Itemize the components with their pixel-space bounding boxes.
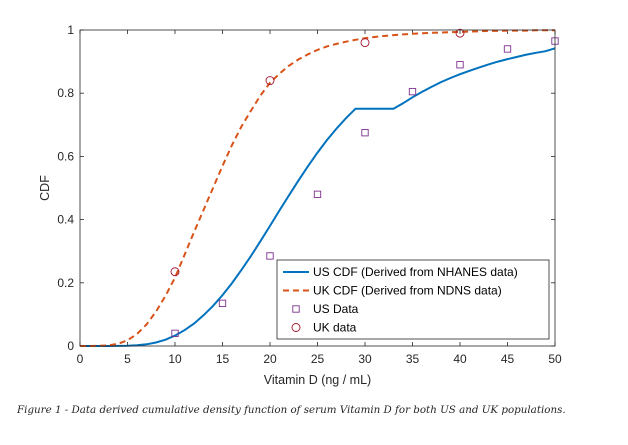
y-tick-label: 1 — [67, 23, 74, 37]
uk-data-point — [265, 76, 275, 86]
y-tick-label: 0.4 — [57, 213, 74, 227]
y-tick-label: 0 — [67, 339, 74, 353]
x-tick-label: 35 — [406, 352, 420, 366]
y-tick-label: 0.2 — [57, 276, 74, 290]
us-data-point — [361, 129, 369, 137]
x-tick-label: 5 — [124, 352, 131, 366]
legend-square-marker — [292, 305, 300, 313]
legend-label: US Data — [313, 302, 359, 316]
us-data-point — [313, 190, 322, 198]
us-data-point — [503, 45, 512, 53]
us-data-point — [456, 61, 464, 69]
figure-caption: Figure 1 - Data derived cumulative densi… — [17, 404, 566, 416]
uk-data-point — [170, 267, 180, 277]
us-data-point — [218, 299, 227, 307]
x-tick-label: 40 — [453, 352, 467, 366]
y-axis-label: CDF — [38, 175, 52, 201]
cdf-chart: 0 5 10 15 20 25 30 35 40 45 50 0 0.2 0.4 0.6 0.8 1 Vita… — [38, 23, 562, 387]
x-tick-label: 10 — [168, 352, 182, 366]
x-tick-label: 0 — [77, 352, 84, 366]
legend: US CDF (Derived from NHANES data) UK CDF … — [276, 259, 550, 340]
x-tick-label: 30 — [358, 352, 372, 366]
legend-label: UK CDF (Derived from NDNS data) — [313, 284, 502, 298]
x-axis-label: Vitamin D (ng / mL) — [264, 373, 371, 387]
y-tick-label: 0.8 — [57, 86, 74, 100]
uk-cdf-line — [80, 29, 555, 347]
x-axis-ticks: 0 5 10 15 20 25 30 35 40 45 50 — [77, 30, 562, 366]
uk-data-point — [360, 38, 370, 48]
x-tick-label: 20 — [263, 352, 277, 366]
us-data-point — [171, 329, 179, 338]
legend-box — [276, 259, 550, 340]
y-tick-label: 0.6 — [57, 149, 74, 163]
uk-data-point — [455, 28, 465, 38]
series-layer — [80, 28, 559, 347]
x-tick-label: 50 — [548, 352, 562, 366]
us-cdf-line — [80, 47, 556, 347]
x-tick-label: 15 — [216, 352, 230, 366]
legend-label: UK data — [313, 321, 357, 335]
legend-label: US CDF (Derived from NHANES data) — [313, 265, 518, 279]
x-tick-label: 45 — [501, 352, 515, 366]
us-data-point — [408, 87, 417, 96]
us-data-point — [266, 252, 274, 260]
legend-circle-marker — [291, 323, 301, 332]
x-tick-label: 25 — [311, 352, 325, 366]
y-axis-ticks: 0 0.2 0.4 0.6 0.8 1 — [57, 23, 555, 353]
plot-frame — [79, 29, 556, 347]
